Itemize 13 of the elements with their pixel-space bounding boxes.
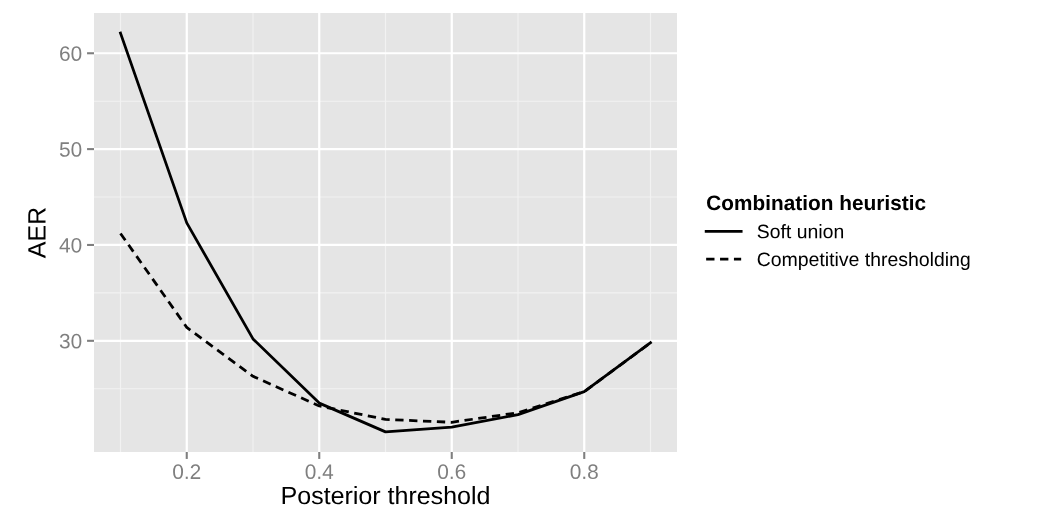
x-axis-title: Posterior threshold xyxy=(282,486,489,505)
x-tick-label: 0.2 xyxy=(173,464,201,480)
y-tick-label: 30 xyxy=(59,333,82,349)
legend-label: Competitive thresholding xyxy=(757,251,970,271)
legend-label: Soft union xyxy=(757,224,844,239)
x-tick-label: 0.6 xyxy=(438,464,466,480)
y-axis-title: AER xyxy=(28,207,46,259)
y-tick-label: 40 xyxy=(59,237,82,253)
y-tick-label: 50 xyxy=(59,142,82,157)
legend-title: Combination heuristic xyxy=(707,194,926,211)
y-tick-label: 60 xyxy=(60,46,82,62)
x-tick-label: 0.8 xyxy=(570,464,598,480)
x-tick-label: 0.4 xyxy=(305,464,334,480)
